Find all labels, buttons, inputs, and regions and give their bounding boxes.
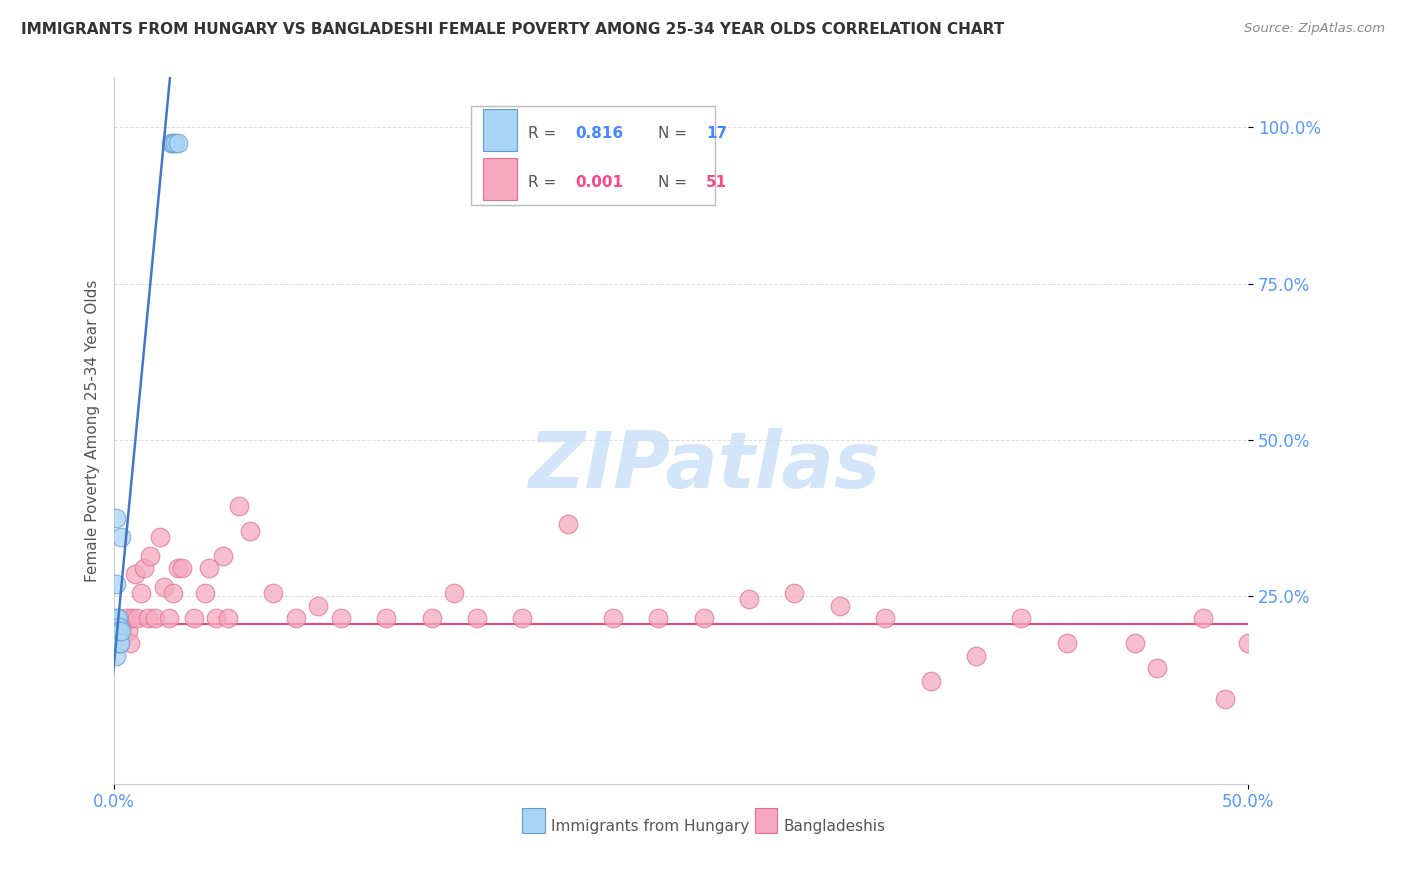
- Point: [828, 599, 851, 613]
- Text: IMMIGRANTS FROM HUNGARY VS BANGLADESHI FEMALE POVERTY AMONG 25-34 YEAR OLDS CORR: IMMIGRANTS FROM HUNGARY VS BANGLADESHI F…: [21, 22, 1004, 37]
- FancyBboxPatch shape: [482, 158, 516, 201]
- Text: R =: R =: [529, 126, 561, 141]
- Point: [136, 611, 159, 625]
- FancyBboxPatch shape: [471, 105, 716, 204]
- Point: [120, 636, 142, 650]
- Point: [194, 586, 217, 600]
- Point: [1010, 611, 1032, 625]
- Point: [107, 624, 129, 638]
- Text: Immigrants from Hungary: Immigrants from Hungary: [551, 819, 749, 833]
- Point: [148, 530, 170, 544]
- Point: [162, 586, 184, 600]
- Text: ZIPatlas: ZIPatlas: [527, 428, 880, 504]
- Point: [262, 586, 284, 600]
- Point: [143, 611, 166, 625]
- Text: Source: ZipAtlas.com: Source: ZipAtlas.com: [1244, 22, 1385, 36]
- Point: [783, 586, 806, 600]
- Point: [162, 136, 184, 150]
- Point: [647, 611, 669, 625]
- Text: R =: R =: [529, 176, 561, 190]
- Point: [1146, 661, 1168, 675]
- Point: [157, 611, 180, 625]
- Point: [107, 611, 129, 625]
- Point: [1237, 636, 1260, 650]
- FancyBboxPatch shape: [482, 109, 516, 151]
- Point: [165, 136, 187, 150]
- Point: [172, 561, 194, 575]
- Point: [512, 611, 534, 625]
- Point: [239, 524, 262, 538]
- Point: [105, 511, 128, 525]
- Point: [107, 636, 129, 650]
- Point: [329, 611, 352, 625]
- Point: [228, 499, 250, 513]
- Y-axis label: Female Poverty Among 25-34 Year Olds: Female Poverty Among 25-34 Year Olds: [86, 279, 100, 582]
- Point: [443, 586, 465, 600]
- Point: [1191, 611, 1213, 625]
- Point: [693, 611, 716, 625]
- Text: Bangladeshis: Bangladeshis: [783, 819, 886, 833]
- Point: [1213, 692, 1236, 706]
- Point: [124, 567, 146, 582]
- Point: [920, 673, 942, 688]
- Text: 51: 51: [706, 176, 727, 190]
- Text: 17: 17: [706, 126, 727, 141]
- Point: [117, 624, 139, 638]
- Point: [105, 611, 128, 625]
- Point: [183, 611, 205, 625]
- Point: [153, 580, 176, 594]
- Point: [557, 517, 579, 532]
- Text: 0.001: 0.001: [575, 176, 624, 190]
- Point: [105, 576, 128, 591]
- Point: [212, 549, 235, 563]
- Point: [602, 611, 624, 625]
- Point: [139, 549, 162, 563]
- Point: [125, 611, 148, 625]
- Point: [166, 136, 188, 150]
- Point: [284, 611, 307, 625]
- Point: [110, 624, 132, 638]
- Point: [105, 648, 128, 663]
- Point: [420, 611, 443, 625]
- Point: [114, 611, 136, 625]
- Point: [1123, 636, 1146, 650]
- Point: [375, 611, 398, 625]
- Point: [205, 611, 228, 625]
- FancyBboxPatch shape: [523, 807, 546, 833]
- Point: [875, 611, 897, 625]
- Point: [1056, 636, 1078, 650]
- Point: [108, 624, 131, 638]
- Point: [108, 636, 131, 650]
- Point: [198, 561, 221, 575]
- Point: [131, 586, 153, 600]
- Point: [110, 530, 132, 544]
- Point: [166, 561, 188, 575]
- FancyBboxPatch shape: [755, 807, 778, 833]
- Point: [307, 599, 329, 613]
- Point: [965, 648, 987, 663]
- Point: [107, 620, 129, 634]
- Point: [132, 561, 155, 575]
- Point: [160, 136, 183, 150]
- Point: [105, 624, 128, 638]
- Point: [465, 611, 488, 625]
- Point: [217, 611, 239, 625]
- Point: [121, 611, 143, 625]
- Text: 0.816: 0.816: [575, 126, 624, 141]
- Point: [738, 592, 761, 607]
- Text: N =: N =: [658, 176, 692, 190]
- Text: N =: N =: [658, 126, 692, 141]
